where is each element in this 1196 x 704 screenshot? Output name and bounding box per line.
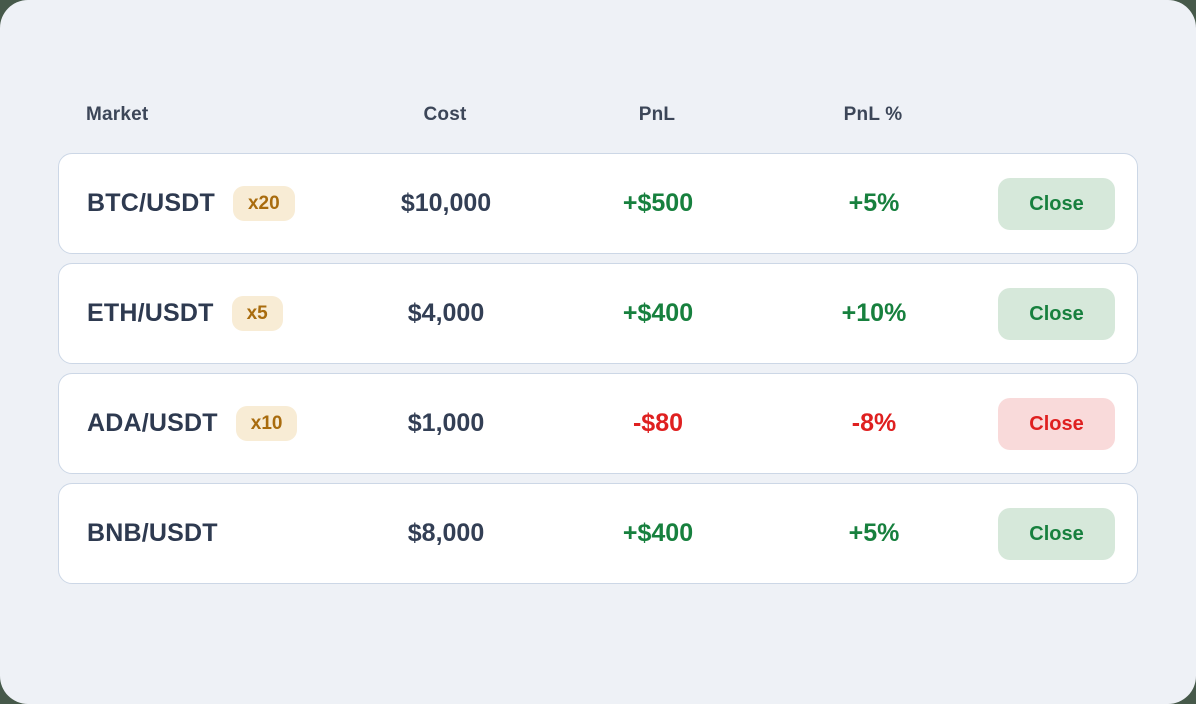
leverage-badge: x10	[235, 406, 298, 441]
cost-value: $10,000	[400, 189, 492, 217]
close-position-button[interactable]: Close	[998, 287, 1115, 340]
position-row-bnb: BNB/USDT $8,000 +$400 +5% Close	[58, 483, 1138, 584]
column-header-pnl: PnL	[638, 103, 676, 125]
actions-cell: Close	[998, 397, 1115, 450]
actions-cell: Close	[998, 507, 1115, 560]
market-cell: BTC/USDT x20	[87, 186, 326, 221]
pnl-value: +$500	[622, 189, 694, 217]
cost-value: $4,000	[407, 299, 485, 327]
pnl-pct-value: +10%	[841, 299, 907, 327]
pnl-pct-value: +5%	[848, 519, 900, 547]
table-header-row: Market Cost PnL PnL %	[58, 101, 1138, 128]
close-position-button[interactable]: Close	[998, 507, 1115, 560]
leverage-badge: x5	[231, 296, 283, 331]
market-cell: ADA/USDT x10	[87, 406, 326, 441]
market-label: ETH/USDT	[87, 299, 214, 327]
pnl-pct-value: +5%	[848, 189, 900, 217]
pnl-value: +$400	[622, 299, 694, 327]
market-label: BNB/USDT	[87, 519, 218, 547]
market-label: BTC/USDT	[87, 189, 215, 217]
column-header-cost: Cost	[423, 103, 467, 125]
positions-list: BTC/USDT x20 $10,000 +$500 +5% Close ETH…	[58, 153, 1138, 584]
pnl-value: +$400	[622, 519, 694, 547]
actions-cell: Close	[998, 177, 1115, 230]
position-row-eth: ETH/USDT x5 $4,000 +$400 +10% Close	[58, 263, 1138, 364]
column-header-market: Market	[86, 103, 149, 125]
position-row-btc: BTC/USDT x20 $10,000 +$500 +5% Close	[58, 153, 1138, 254]
market-label: ADA/USDT	[87, 409, 218, 437]
cost-value: $8,000	[407, 519, 485, 547]
market-cell: BNB/USDT	[87, 519, 326, 548]
actions-cell: Close	[998, 287, 1115, 340]
cost-value: $1,000	[407, 409, 485, 437]
close-position-button[interactable]: Close	[998, 177, 1115, 230]
position-row-ada: ADA/USDT x10 $1,000 -$80 -8% Close	[58, 373, 1138, 474]
column-header-pnl-pct: PnL %	[843, 103, 903, 125]
market-cell: ETH/USDT x5	[87, 296, 326, 331]
pnl-value: -$80	[632, 409, 684, 437]
close-position-button[interactable]: Close	[998, 397, 1115, 450]
leverage-badge: x20	[232, 186, 295, 221]
pnl-pct-value: -8%	[851, 409, 897, 437]
